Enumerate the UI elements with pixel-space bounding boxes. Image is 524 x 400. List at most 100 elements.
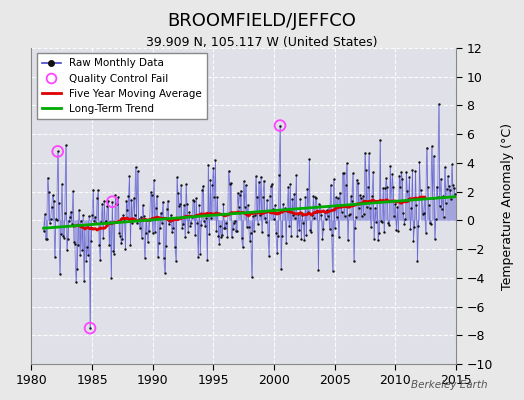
Point [181, 234, 189, 240]
Point [348, 170, 357, 176]
Point [342, 182, 350, 188]
Point [332, 214, 341, 220]
Point [187, 220, 195, 226]
Point [369, 169, 377, 176]
Point [147, 189, 155, 196]
Point [361, 150, 369, 156]
Point [171, 244, 179, 250]
Point [301, 194, 310, 200]
Point [368, 193, 376, 200]
Point [291, 214, 299, 221]
Point [169, 224, 177, 231]
Point [168, 229, 176, 236]
Point [351, 224, 359, 231]
Point [245, 223, 253, 230]
Point [51, 215, 60, 222]
Point [102, 218, 111, 224]
Point [118, 236, 127, 242]
Point [216, 223, 225, 229]
Point [319, 226, 328, 232]
Point [228, 226, 237, 232]
Point [93, 195, 101, 201]
Point [59, 232, 67, 239]
Point [353, 176, 361, 183]
Point [63, 235, 72, 242]
Point [139, 212, 148, 219]
Point [189, 196, 198, 203]
Point [39, 228, 48, 234]
Point [141, 230, 150, 236]
Point [227, 234, 236, 241]
Point [83, 244, 91, 250]
Point [49, 198, 58, 204]
Point [70, 238, 78, 245]
Point [52, 216, 61, 223]
Point [244, 202, 252, 208]
Point [400, 220, 409, 227]
Point [276, 122, 284, 129]
Point [356, 192, 364, 198]
Point [345, 212, 353, 218]
Point [243, 223, 251, 230]
Point [206, 177, 214, 183]
Point [287, 233, 296, 239]
Point [207, 214, 215, 221]
Point [176, 200, 184, 207]
Point [367, 224, 375, 230]
Point [263, 197, 271, 203]
Point [260, 178, 268, 184]
Point [384, 220, 392, 226]
Point [222, 220, 231, 226]
Point [309, 193, 318, 200]
Point [273, 250, 281, 256]
Point [239, 178, 248, 184]
Point [225, 181, 234, 188]
Point [40, 211, 49, 218]
Point [326, 182, 335, 188]
Point [371, 204, 379, 211]
Point [234, 204, 243, 210]
Point [54, 200, 63, 207]
Point [411, 168, 420, 174]
Point [264, 232, 272, 238]
Point [42, 236, 51, 243]
Point [140, 254, 149, 261]
Point [354, 180, 362, 186]
Point [275, 172, 283, 179]
Point [188, 214, 196, 220]
Point [310, 215, 319, 221]
Point [324, 203, 333, 209]
Point [63, 246, 71, 253]
Point [238, 244, 247, 251]
Point [289, 212, 297, 218]
Point [48, 204, 56, 210]
Point [430, 236, 439, 242]
Point [211, 157, 220, 164]
Point [395, 172, 403, 179]
Text: 39.909 N, 105.117 W (United States): 39.909 N, 105.117 W (United States) [146, 36, 378, 49]
Point [203, 257, 212, 264]
Point [98, 200, 106, 207]
Point [377, 217, 385, 224]
Point [396, 184, 405, 190]
Point [328, 232, 336, 238]
Point [137, 235, 146, 241]
Point [297, 235, 305, 242]
Point [53, 148, 62, 155]
Point [212, 228, 221, 234]
Point [359, 193, 367, 199]
Point [166, 218, 174, 224]
Point [107, 275, 115, 281]
Point [387, 198, 396, 204]
Point [148, 192, 156, 198]
Point [235, 192, 244, 199]
Point [161, 243, 170, 250]
Point [170, 215, 178, 221]
Point [399, 210, 408, 216]
Point [417, 194, 425, 200]
Point [248, 213, 257, 219]
Point [378, 219, 386, 225]
Point [106, 219, 114, 226]
Point [255, 178, 263, 185]
Point [428, 143, 436, 150]
